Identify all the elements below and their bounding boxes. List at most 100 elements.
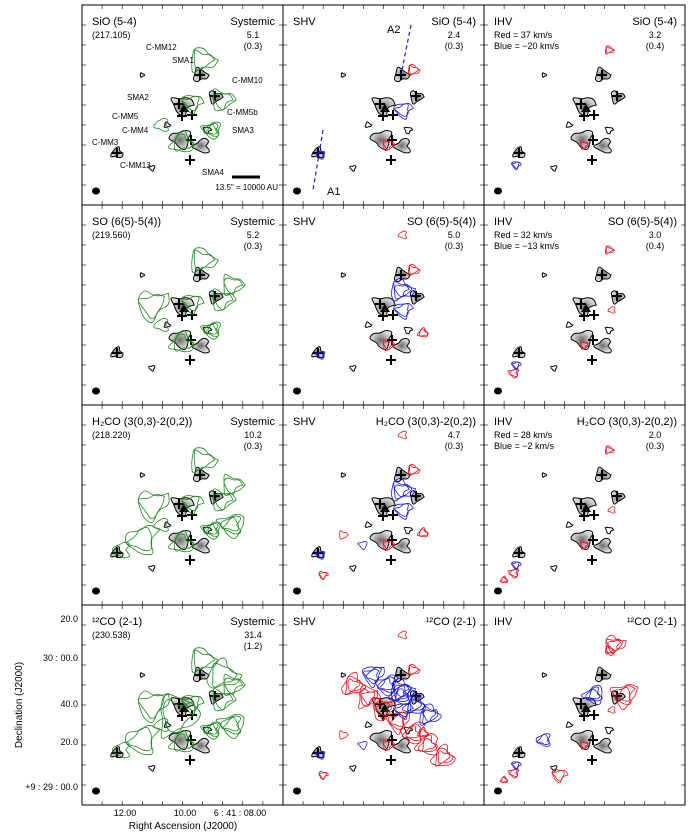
systemic-contour: [173, 133, 195, 152]
continuum-fill: [169, 130, 191, 150]
panel-peak: 4.7: [448, 430, 461, 440]
beam-ellipse: [293, 387, 301, 395]
panel-frequency: (218.220): [92, 430, 131, 440]
redshifted-contour: [408, 64, 421, 76]
continuum-contour: [340, 272, 347, 278]
source-cross: [177, 111, 187, 121]
systemic-contour: [212, 92, 234, 111]
source-cross: [411, 291, 421, 301]
x-tick-label: 6 : 41 : 08.00: [214, 808, 267, 818]
systemic-contour: [212, 692, 234, 711]
continuum-contour: [593, 137, 612, 154]
panel-peak: 3.2: [649, 30, 662, 40]
source-cross: [588, 135, 598, 145]
panel-title-left: IHV: [494, 216, 513, 228]
beam-ellipse: [293, 587, 301, 595]
redshifted-contour: [580, 142, 589, 150]
systemic-contour: [124, 525, 161, 556]
systemic-contour: [182, 495, 200, 512]
panel-rms: (0.3): [646, 441, 665, 451]
y-tick-label: 40.0: [60, 699, 78, 709]
redshifted-contour: [382, 741, 395, 751]
panel-title-right: ¹²CO (2-1): [627, 616, 677, 628]
continuum-contour: [139, 72, 146, 78]
blueshifted-contour: [587, 688, 601, 700]
redshifted-contour: [607, 506, 616, 514]
panel-title-right: H₂CO (3(0,3)-2(0,2)): [376, 416, 476, 428]
source-cross: [388, 710, 398, 720]
panel-title-left: SiO (5-4): [92, 16, 137, 28]
source-cross: [612, 491, 622, 501]
source-cross: [388, 510, 398, 520]
source-cross: [112, 348, 122, 358]
systemic-contour: [193, 49, 216, 70]
blueshifted-contour: [585, 686, 603, 702]
continuum-fill: [410, 90, 425, 105]
beam-ellipse: [494, 787, 502, 795]
continuum-contour: [349, 365, 357, 372]
redshifted-contour: [605, 645, 615, 655]
continuum-contour: [593, 737, 612, 754]
systemic-contour: [137, 493, 165, 520]
ihv-blue-velocity: Blue = −20 km/s: [494, 41, 560, 51]
source-triangle: [581, 704, 591, 712]
blueshifted-contour: [390, 477, 417, 502]
source-cross: [576, 299, 586, 309]
continuum-contour: [593, 537, 612, 554]
panel-r2-c2: SHV SO (6(5)-5(4)) 5.0(0.3): [282, 204, 485, 406]
panel-rms: (0.3): [244, 441, 263, 451]
redshifted-contour: [605, 246, 614, 254]
blueshifted-contour: [511, 161, 520, 169]
source-cross: [612, 91, 622, 101]
panel-title-left: IHV: [494, 416, 513, 428]
systemic-contour: [153, 718, 169, 732]
source-cross: [612, 291, 622, 301]
source-cross: [411, 691, 421, 701]
continuum-contour: [393, 466, 411, 483]
panel-title-left: IHV: [494, 616, 513, 628]
systemic-contour: [205, 723, 218, 735]
source-cross: [210, 291, 220, 301]
source-cross: [185, 555, 195, 565]
source-cross: [210, 691, 220, 701]
source-cross: [589, 110, 599, 120]
continuum-contour: [192, 66, 210, 83]
panel-rms: (0.4): [646, 41, 665, 51]
panel-rms: (0.3): [244, 241, 263, 251]
systemic-contour: [112, 541, 130, 559]
panel-frequency: (217.105): [92, 30, 131, 40]
panel-rms: (0.4): [646, 241, 665, 251]
redshifted-contour: [408, 464, 421, 476]
line-emission-layer: A1 A2: [312, 24, 421, 198]
source-cross: [388, 110, 398, 120]
source-triangle: [179, 704, 189, 712]
systemic-contour: [203, 522, 219, 537]
panel-title-right: SO (6(5)-5(4)): [407, 216, 476, 228]
beam-ellipse: [92, 187, 100, 195]
blueshifted-contour: [357, 541, 368, 550]
redshifted-contour: [339, 730, 349, 740]
source-cross: [514, 748, 524, 758]
blueshifted-contour: [394, 103, 409, 117]
continuum-contour: [148, 165, 156, 172]
source-cross: [195, 70, 205, 80]
continuum-contour: [369, 529, 393, 551]
redshifted-contour: [607, 306, 616, 314]
blueshifted-contour: [394, 484, 410, 498]
redshifted-contour: [605, 45, 615, 55]
source-label-sma1: SMA1: [172, 56, 194, 65]
ihv-red-velocity: Red = 37 km/s: [494, 30, 553, 40]
source-cross: [597, 670, 607, 680]
blueshifted-contour: [316, 751, 325, 759]
systemic-contour: [191, 247, 219, 273]
source-cross: [185, 155, 195, 165]
source-cross: [174, 499, 184, 509]
source-label-sma3: SMA3: [232, 126, 254, 135]
source-cross: [587, 755, 597, 765]
systemic-contour: [137, 690, 170, 724]
x-tick-label: 10.00: [174, 808, 197, 818]
systemic-contour: [191, 447, 219, 473]
line-emission-layer: [511, 45, 615, 171]
source-cross: [185, 355, 195, 365]
redshifted-contour: [605, 46, 614, 54]
